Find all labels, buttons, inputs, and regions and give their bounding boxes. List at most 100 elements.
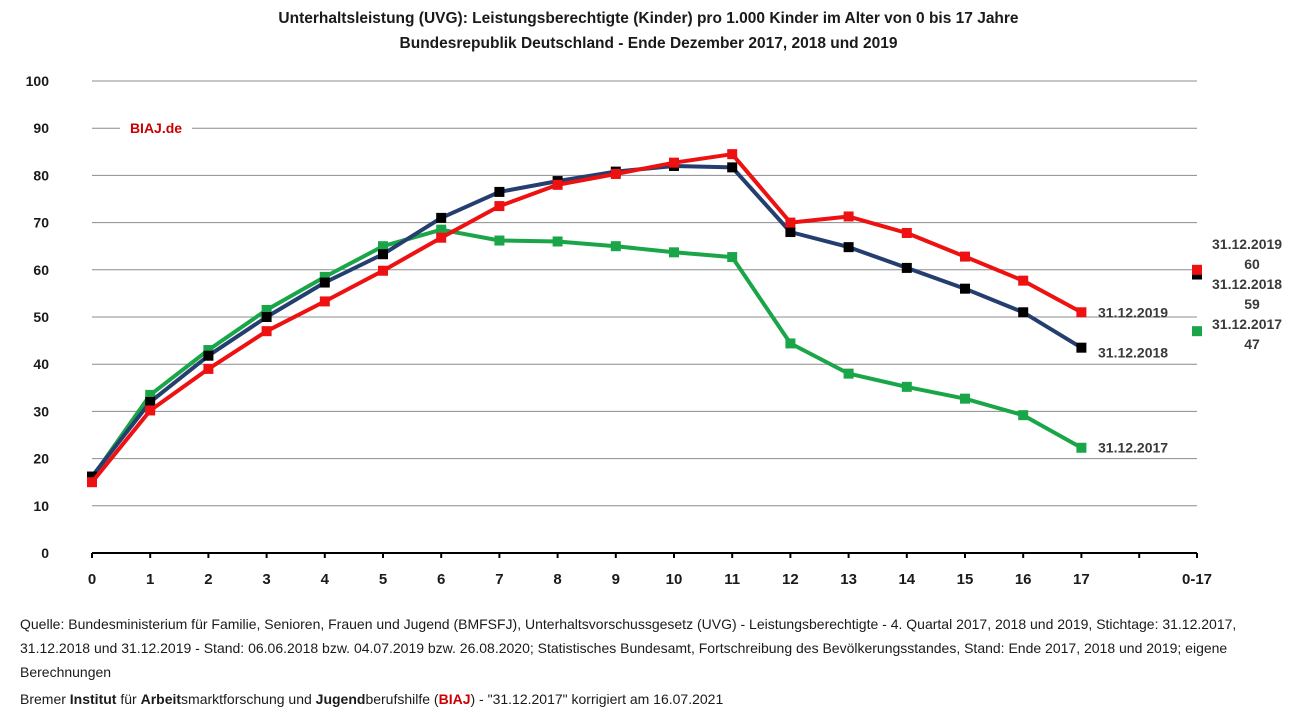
data-point (494, 201, 505, 212)
x-axis: 0 1 2 3 4 5 6 7 8 9 10 11 12 13 14 15 16 17 0-17 (88, 552, 1212, 588)
x-tick-label: 17 (1073, 571, 1090, 588)
data-point (145, 389, 156, 400)
credit-text: für (116, 691, 141, 707)
x-tick-label: 6 (437, 571, 445, 588)
y-tick-label: 40 (33, 356, 49, 372)
data-point (669, 247, 679, 258)
x-tick-label: 10 (666, 571, 683, 588)
series-line-31.12.2019 (90, 152, 1083, 484)
y-axis: 0 10 20 30 40 50 60 70 80 90 100 (26, 73, 50, 561)
series-line-31.12.2018 (90, 164, 1083, 478)
data-point (494, 235, 505, 246)
data-point (610, 241, 621, 252)
data-point (319, 277, 330, 288)
data-point (494, 186, 505, 197)
data-point (261, 304, 272, 315)
data-point (552, 179, 563, 190)
x-tick-label: 14 (898, 571, 915, 588)
data-point (436, 224, 447, 235)
credit-text: Arbeit (140, 691, 182, 707)
credit-note: Bremer Institut für Arbeitsmarktforschun… (20, 687, 723, 711)
x-tick-label: 13 (840, 571, 857, 588)
data-point (203, 350, 214, 361)
y-tick-label: 20 (33, 451, 49, 467)
total-label-value: 60 (1244, 256, 1260, 272)
series-end-label: 31.12.2017 (1098, 440, 1168, 456)
data-point (1076, 342, 1087, 353)
x-tick-label: 15 (957, 571, 974, 588)
data-point (1076, 442, 1087, 453)
total-label-date: 31.12.2018 (1212, 276, 1282, 292)
series-labels: 31.12.2017 31.12.2018 31.12.2019 31.12.2019… (1098, 236, 1282, 456)
data-point (378, 265, 388, 276)
x-tick-label: 0 (88, 571, 96, 588)
y-tick-label: 70 (33, 215, 49, 231)
total-label-date: 31.12.2019 (1212, 236, 1282, 252)
data-point (669, 157, 679, 168)
series-line-31.12.2017 (90, 227, 1083, 479)
data-point (87, 477, 97, 488)
x-tick-label: 12 (782, 571, 799, 588)
y-tick-label: 90 (33, 120, 49, 136)
y-tick-label: 0 (41, 545, 49, 561)
data-point (436, 232, 447, 243)
data-point (843, 368, 854, 379)
data-point (261, 326, 272, 337)
y-tick-label: 100 (26, 73, 50, 89)
data-point (1018, 275, 1029, 286)
data-point (610, 168, 621, 179)
total-label-value: 47 (1244, 336, 1260, 352)
y-tick-label: 60 (33, 262, 49, 278)
y-tick-label: 10 (33, 498, 49, 514)
chart-title: Unterhaltsleistung (UVG): Leistungsberec… (278, 10, 1019, 27)
data-point (436, 212, 447, 223)
data-point (1018, 410, 1029, 421)
data-point (261, 312, 272, 322)
x-tick-label: 16 (1015, 571, 1032, 588)
x-tick-label: 1 (146, 571, 154, 588)
chart-subtitle: Bundesrepublik Deutschland - Ende Dezemb… (399, 35, 898, 52)
x-tick-label: 9 (612, 571, 620, 588)
data-point (901, 227, 912, 238)
data-point (145, 405, 156, 416)
data-point (960, 283, 970, 294)
watermark-text: BIAJ.de (130, 120, 182, 136)
data-point (87, 471, 97, 482)
data-point (203, 363, 214, 374)
data-point (843, 242, 854, 253)
data-point (552, 236, 563, 247)
data-point (785, 217, 796, 228)
credit-text: Institut (69, 691, 117, 707)
x-tick-label: 2 (204, 571, 212, 588)
gridlines (92, 80, 1197, 507)
data-point (319, 296, 330, 307)
total-label-value: 59 (1244, 296, 1260, 312)
x-tick-label: 4 (321, 571, 330, 588)
credit-text: ) - "31.12.2017" korrigiert am 16.07.202… (470, 691, 724, 707)
x-tick-label: 5 (379, 571, 387, 588)
series-end-label: 31.12.2018 (1098, 345, 1168, 361)
data-point (960, 393, 970, 404)
credit-text: berufshilfe ( (365, 691, 439, 707)
x-tick-label: 8 (553, 571, 561, 588)
watermark-bg (120, 118, 192, 139)
credit-abbr: BIAJ (438, 691, 471, 707)
credit-text: Jugend (315, 691, 366, 707)
data-point (727, 252, 738, 263)
series-end-label: 31.12.2019 (1098, 304, 1168, 320)
total-label-date: 31.12.2017 (1212, 316, 1282, 332)
data-point (1076, 307, 1087, 318)
data-point (319, 271, 330, 282)
credit-text: smarktforschung und (181, 691, 316, 707)
total-data-point (1192, 326, 1202, 337)
data-point (785, 227, 796, 238)
credit-text: Bremer (20, 691, 70, 707)
watermark: BIAJ.de (120, 118, 192, 139)
x-tick-label: 7 (495, 571, 503, 588)
data-point (727, 149, 738, 160)
y-tick-label: 30 (33, 403, 49, 419)
data-point (378, 249, 388, 260)
data-point (843, 211, 854, 222)
data-point (145, 396, 156, 407)
data-point (960, 251, 970, 262)
